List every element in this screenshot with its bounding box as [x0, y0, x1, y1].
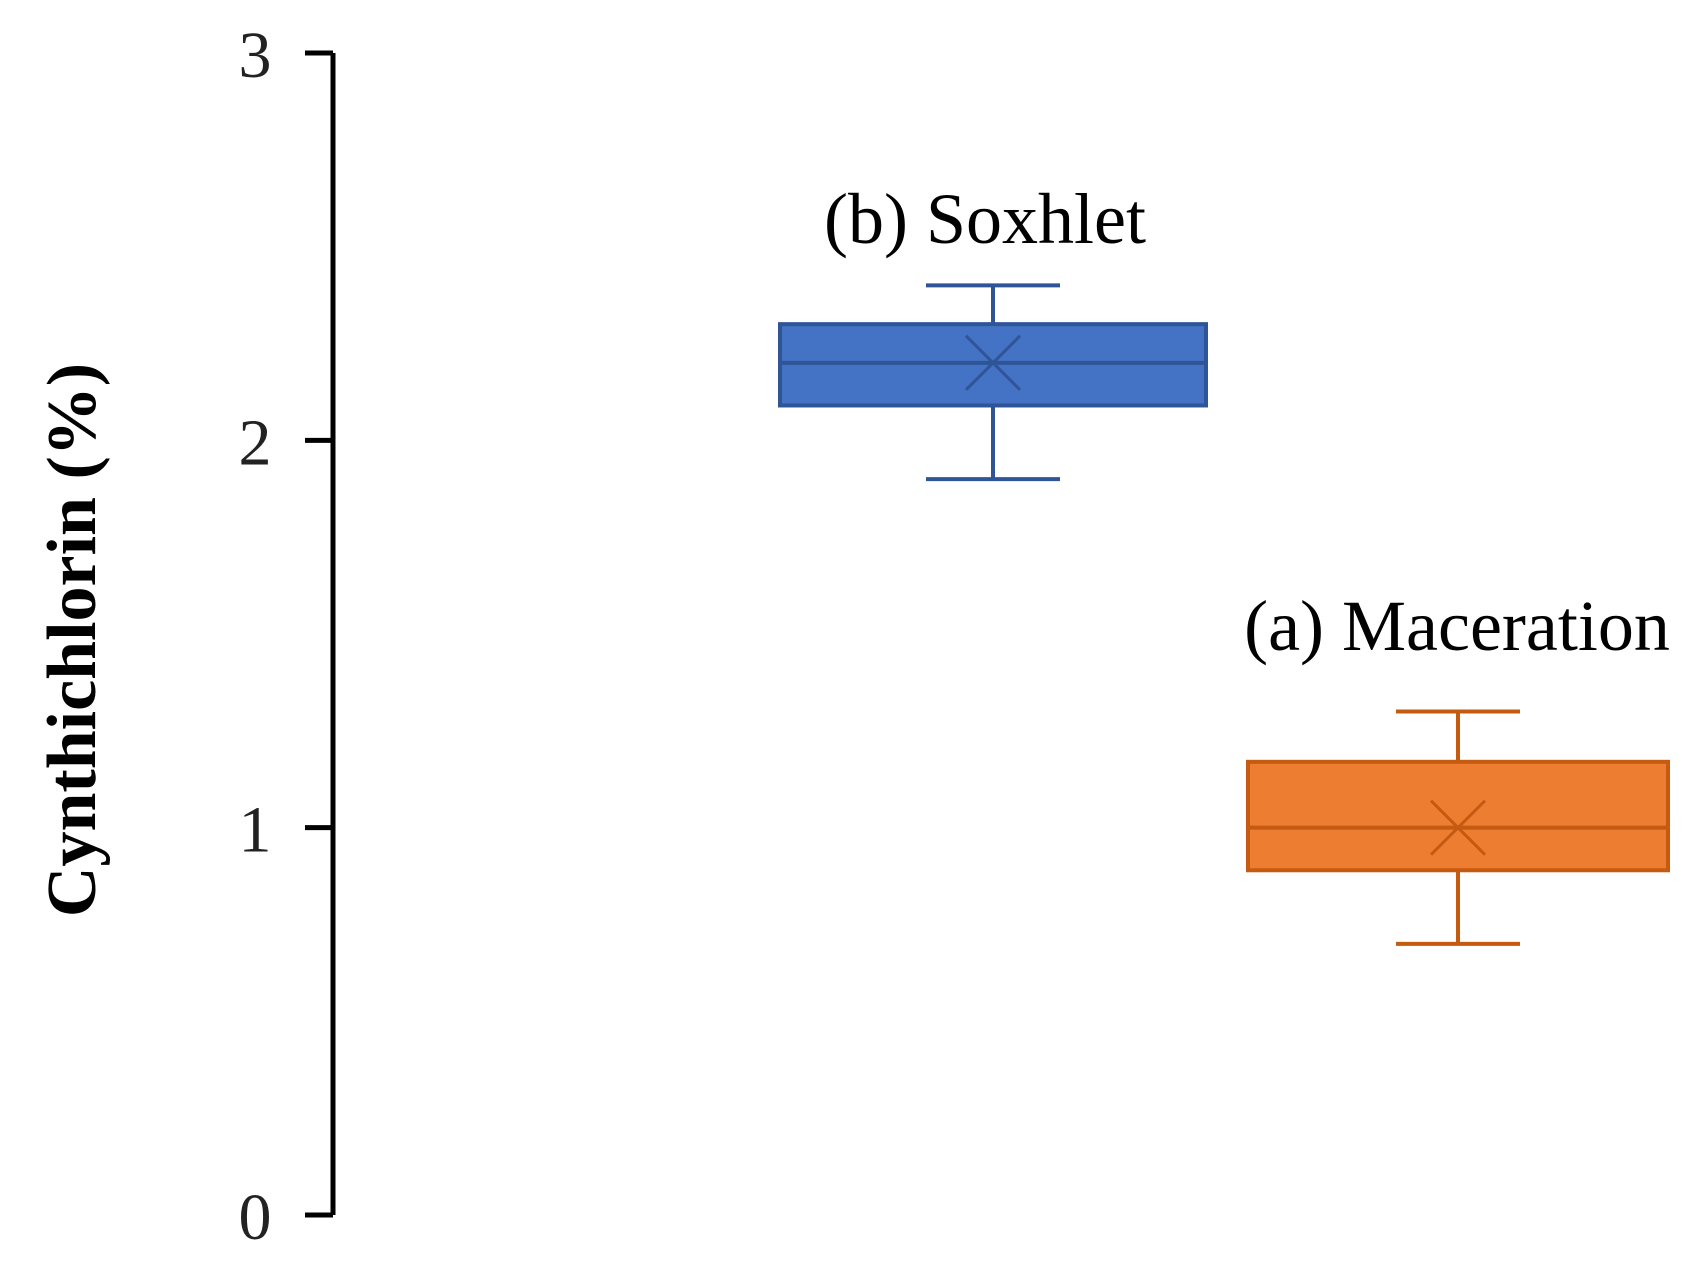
y-axis: 0 1 2 3	[239, 19, 336, 1254]
box-soxhlet: (b) Soxhlet	[778, 179, 1208, 482]
y-tick-label: 2	[239, 406, 272, 479]
y-axis-label: Cynthichlorin (%)	[34, 363, 111, 917]
mean-marker	[964, 334, 1022, 391]
box-maceration: (a) Maceration	[1244, 586, 1670, 946]
boxes: (b) Soxhlet (a) Maceration	[778, 179, 1670, 946]
y-tick-label: 1	[239, 794, 272, 867]
y-tick-label: 0	[239, 1181, 272, 1254]
box-label: (a) Maceration	[1244, 586, 1670, 666]
interquartile-box	[1246, 759, 1670, 873]
mean-marker	[1429, 799, 1487, 856]
y-tick-label: 3	[239, 19, 272, 92]
box-label: (b) Soxhlet	[824, 179, 1146, 259]
